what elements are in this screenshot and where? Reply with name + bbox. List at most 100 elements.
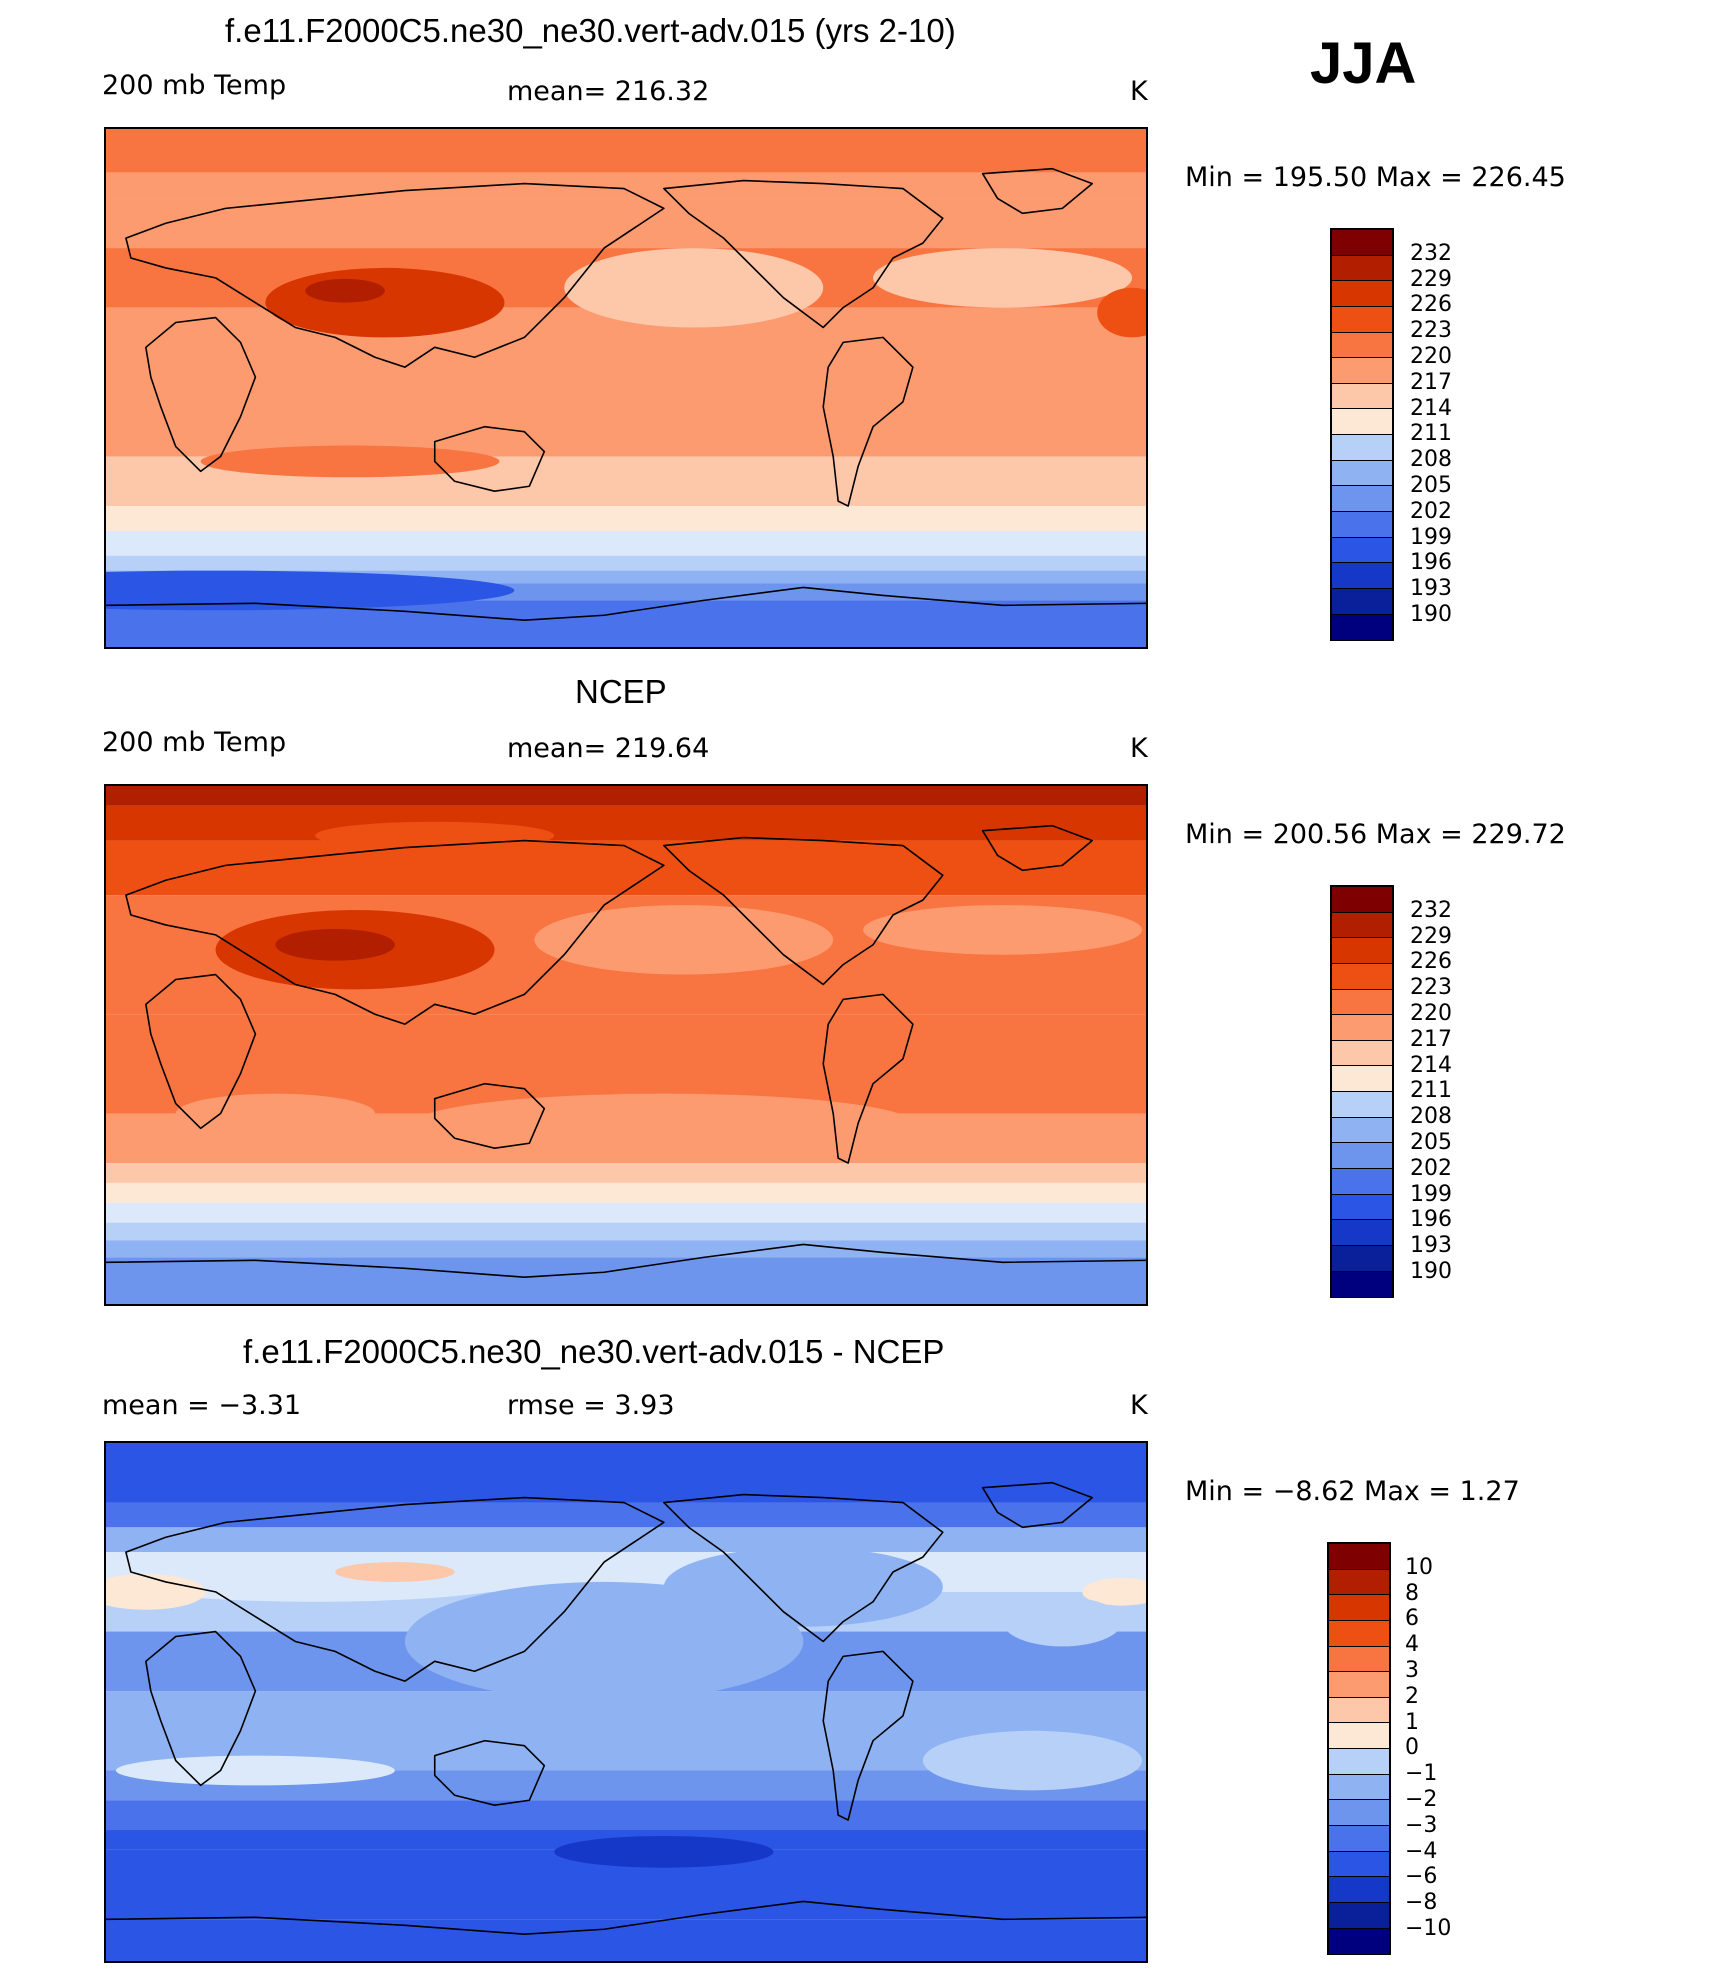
map-coastline	[106, 1900, 1146, 1936]
colorbar-tick-label: 223	[1410, 318, 1452, 344]
map-coastline	[663, 1493, 944, 1643]
map-color-band	[106, 172, 1146, 199]
colorbar-tick-label: 193	[1410, 1233, 1452, 1259]
colorbar-swatch	[1332, 1143, 1392, 1170]
colorbar-swatch	[1332, 306, 1392, 333]
colorbar-tick-label: −6	[1405, 1864, 1438, 1890]
colorbar-swatch	[1332, 486, 1392, 513]
map-coastline	[145, 316, 257, 473]
map-color-band	[106, 506, 1146, 531]
map-color-band	[106, 387, 1146, 457]
colorbar-tick-label: 0	[1405, 1735, 1419, 1761]
panel-3-map-svg	[106, 1443, 1146, 1961]
colorbar-swatch	[1332, 887, 1392, 913]
colorbar-tick-label: 232	[1410, 897, 1452, 923]
map-coastline	[106, 1243, 1146, 1279]
colorbar-tick-label: 229	[1410, 266, 1452, 292]
colorbar-tick-label: 208	[1410, 447, 1452, 473]
map-coastline	[125, 839, 665, 1025]
panel-3-minmax: Min = −8.62 Max = 1.27	[1185, 1476, 1520, 1507]
map-color-band	[106, 840, 1146, 896]
colorbar-tick-label: 6	[1405, 1606, 1419, 1632]
map-color-patch	[1097, 287, 1146, 338]
map-color-patch	[873, 248, 1133, 308]
colorbar-tick-label: −1	[1405, 1761, 1438, 1787]
colorbar-swatch	[1332, 358, 1392, 384]
map-color-band	[106, 1163, 1146, 1183]
colorbar-swatch	[1332, 1117, 1392, 1144]
colorbar-swatch	[1329, 1851, 1389, 1878]
map-color-band	[106, 555, 1146, 571]
panel-2-minmax: Min = 200.56 Max = 229.72	[1185, 819, 1566, 850]
panel-1-map-svg	[106, 129, 1146, 647]
colorbar-swatch	[1332, 563, 1392, 589]
map-coastline	[822, 1650, 914, 1821]
season-label: JJA	[1310, 31, 1417, 96]
colorbar-swatch	[1332, 588, 1392, 615]
colorbar-tick-label: 214	[1410, 395, 1452, 421]
panel-1-colorbar-labels: 232 229 226 223 220 217 214 211 208 205 202 199 196 1…	[1410, 228, 1490, 641]
map-color-band	[106, 786, 1146, 806]
map-coastline	[433, 1082, 546, 1149]
colorbar-tick-label: 8	[1405, 1580, 1419, 1606]
colorbar-tick-label: 232	[1410, 240, 1452, 266]
colorbar-swatch	[1332, 409, 1392, 436]
map-coastline	[145, 973, 257, 1130]
map-color-band	[106, 1222, 1146, 1241]
colorbar-swatch	[1332, 1169, 1392, 1195]
colorbar-swatch	[1329, 1774, 1389, 1801]
map-color-patch	[335, 1562, 455, 1582]
map-color-patch	[305, 278, 385, 303]
colorbar-swatch	[1332, 912, 1392, 939]
panel-2-variable-label: 200 mb Temp	[102, 727, 287, 758]
colorbar-tick-label: 217	[1410, 369, 1452, 395]
colorbar-swatch	[1332, 614, 1392, 641]
colorbar-tick-label: 211	[1410, 421, 1452, 447]
colorbar-tick-label: −2	[1405, 1787, 1438, 1812]
colorbar-swatch	[1332, 989, 1392, 1016]
map-color-band	[106, 805, 1146, 841]
colorbar-tick-label: 220	[1410, 344, 1452, 369]
panel-3-colorbar-labels: 10 8 6 4 3 2 1 0 −1 −2 −3 −4 −6 −8 −10	[1405, 1542, 1485, 1955]
colorbar-tick-label: 10	[1405, 1554, 1433, 1580]
colorbar-swatch	[1332, 1092, 1392, 1118]
map-coastline	[145, 1630, 257, 1787]
colorbar-tick-label: 217	[1410, 1026, 1452, 1052]
colorbar-swatch	[1329, 1928, 1389, 1955]
map-color-band	[106, 530, 1146, 556]
map-color-patch	[534, 905, 834, 975]
panel-3-colorbar	[1327, 1542, 1391, 1955]
map-color-band	[106, 1800, 1146, 1831]
map-color-patch	[414, 1093, 913, 1154]
map-coastline	[125, 1496, 665, 1682]
colorbar-swatch	[1329, 1620, 1389, 1647]
map-color-patch	[554, 1835, 774, 1868]
colorbar-tick-label: 199	[1410, 524, 1452, 550]
map-coastline	[822, 336, 914, 507]
colorbar-tick-label: 214	[1410, 1052, 1452, 1078]
colorbar-tick-label: 193	[1410, 576, 1452, 602]
map-color-patch	[200, 445, 500, 478]
panel-3-rmse-label: rmse = 3.93	[507, 1390, 675, 1421]
map-color-band	[106, 1257, 1146, 1304]
colorbar-tick-label: −4	[1405, 1838, 1438, 1864]
panel-2-units-label: K	[1130, 733, 1148, 764]
colorbar-swatch	[1332, 460, 1392, 487]
colorbar-swatch	[1332, 512, 1392, 538]
panel-3-title: f.e11.F2000C5.ne30_ne30.vert-adv.015 - N…	[243, 1333, 945, 1370]
map-color-patch	[404, 1581, 804, 1702]
colorbar-swatch	[1329, 1595, 1389, 1621]
colorbar-tick-label: 196	[1410, 1207, 1452, 1233]
colorbar-swatch	[1329, 1672, 1389, 1698]
colorbar-swatch	[1332, 537, 1392, 564]
colorbar-swatch	[1329, 1723, 1389, 1750]
colorbar-tick-label: 229	[1410, 923, 1452, 949]
map-color-band	[106, 129, 1146, 173]
map-coastline	[663, 179, 944, 329]
colorbar-swatch	[1332, 255, 1392, 282]
colorbar-swatch	[1332, 1194, 1392, 1221]
map-coastline	[663, 836, 944, 986]
colorbar-tick-label: 208	[1410, 1104, 1452, 1130]
panel-1-map	[104, 127, 1148, 649]
colorbar-tick-label: 202	[1410, 498, 1452, 524]
